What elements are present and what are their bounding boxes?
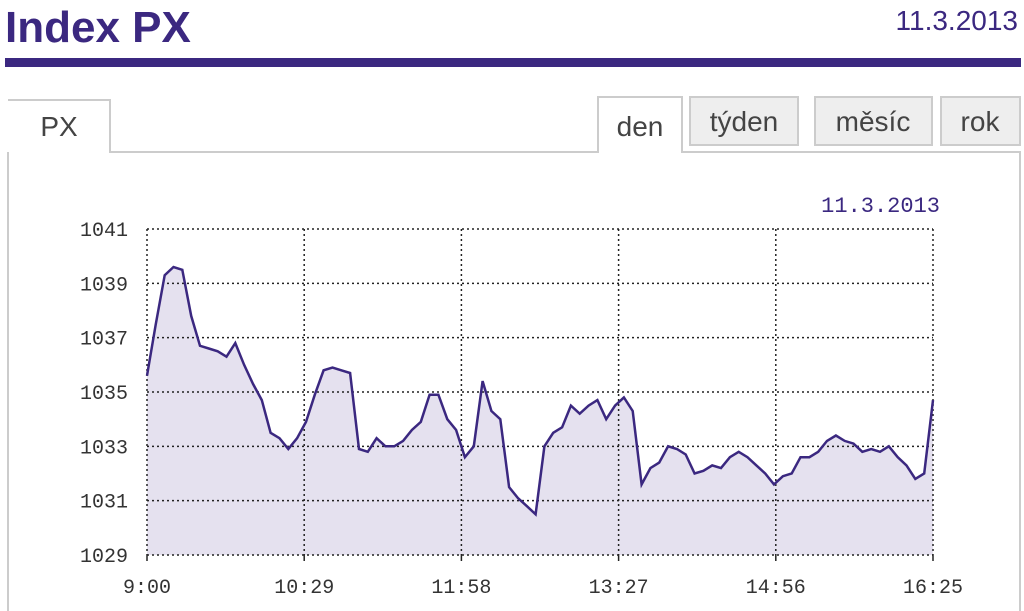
tab-label[interactable]: měsíc	[836, 106, 911, 137]
panel-border	[7, 96, 1021, 611]
area	[147, 267, 933, 555]
tab-label[interactable]: rok	[961, 106, 1001, 137]
x-tick-label: 9:00	[123, 577, 171, 600]
tab-mesic[interactable]	[814, 96, 933, 146]
page-title: Index PX	[5, 3, 191, 52]
line	[145, 265, 935, 517]
tab-den[interactable]	[599, 98, 681, 154]
x-tick-label: 13:27	[589, 577, 649, 600]
tab-label[interactable]: den	[617, 111, 664, 142]
y-tick-label: 1041	[80, 220, 128, 243]
x-tick-label: 11:58	[431, 577, 491, 600]
y-tick-label: 1029	[80, 546, 128, 569]
tab-px[interactable]	[9, 101, 109, 153]
tab-tyden[interactable]	[689, 96, 799, 146]
chart-date: 11.3.2013	[821, 194, 940, 219]
y-tick-label: 1037	[80, 329, 128, 352]
y-tick-label: 1039	[80, 274, 128, 297]
tab-label[interactable]: PX	[40, 111, 78, 142]
y-tick-label: 1035	[80, 383, 128, 406]
x-tick-label: 16:25	[903, 577, 963, 600]
y-tick-label: 1033	[80, 437, 128, 460]
y-tick-label: 1031	[80, 492, 128, 515]
header-bar	[5, 58, 1021, 67]
page-date: 11.3.2013	[896, 5, 1019, 36]
x-tick-label: 10:29	[274, 577, 334, 600]
x-tick-label: 14:56	[746, 577, 806, 600]
tab-label[interactable]: týden	[710, 106, 779, 137]
tab-rok[interactable]	[940, 96, 1021, 146]
